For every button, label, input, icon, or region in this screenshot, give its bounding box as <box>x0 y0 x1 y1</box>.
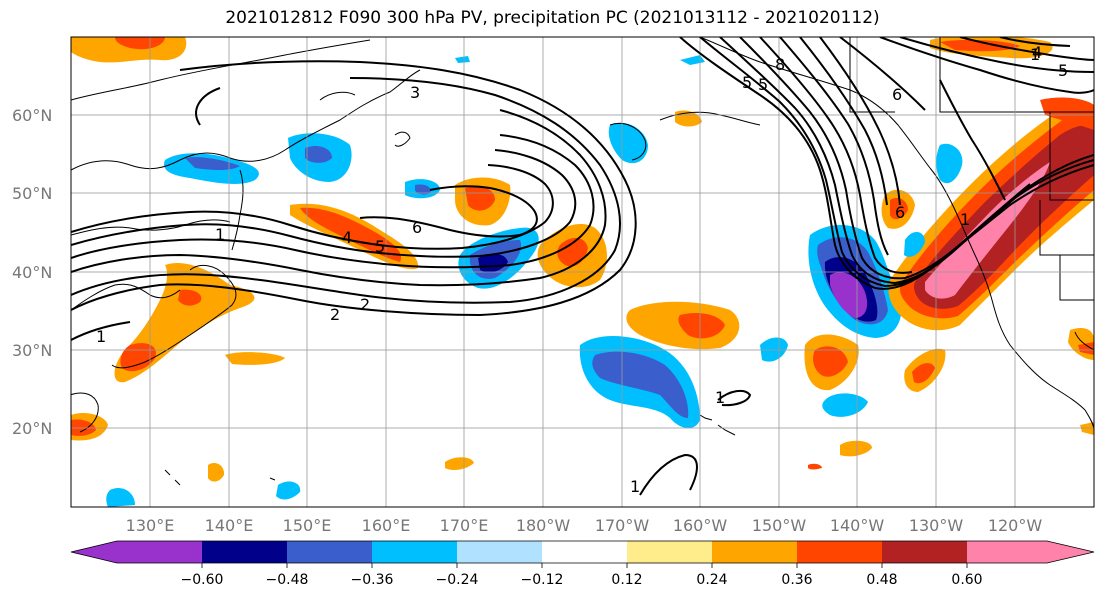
colorbar-segment <box>202 541 287 563</box>
contour-label: 5 <box>1058 61 1068 80</box>
contour-label: 2 <box>360 295 370 314</box>
colorbar-segment <box>71 541 117 563</box>
lat-label: 20°N <box>12 419 52 438</box>
colorbar-segment <box>287 541 372 563</box>
lon-label: 160°E <box>362 516 411 535</box>
latitude-labels: 60°N 50°N 40°N 30°N 20°N <box>12 106 52 438</box>
contour-label: 1 <box>960 210 970 229</box>
contour-label: 5 <box>742 73 752 92</box>
lat-label: 60°N <box>12 106 52 125</box>
lon-label: 150°E <box>283 516 332 535</box>
contour-label: 3 <box>410 83 420 102</box>
lon-label: 150°W <box>752 516 807 535</box>
lat-label: 40°N <box>12 263 52 282</box>
contour-label: 1 <box>715 388 725 407</box>
colorbar-tick-label: −0.36 <box>351 572 394 588</box>
contour-label: 8 <box>775 55 785 74</box>
colorbar-segment <box>1047 541 1094 563</box>
colorbar-segment <box>967 541 1047 563</box>
colorbar-tick-label: −0.60 <box>181 572 224 588</box>
lon-label: 170°E <box>440 516 489 535</box>
contour-label: 4 <box>1032 43 1042 62</box>
colorbar-segment <box>882 541 967 563</box>
colorbar-segment <box>797 541 882 563</box>
contour-label: 1 <box>630 477 640 496</box>
contour-label: 1 <box>215 225 225 244</box>
contour-label: 5 <box>758 75 768 94</box>
contour-label: 6 <box>895 203 905 222</box>
colorbar-segment <box>117 541 202 563</box>
colorbar-tick-label: 0.48 <box>866 572 897 588</box>
colorbar-tick-label: 0.12 <box>611 572 642 588</box>
pv-contours <box>71 37 1094 496</box>
lon-label: 120°W <box>988 516 1043 535</box>
colorbar-tick-label: 0.36 <box>781 572 812 588</box>
lon-label: 170°W <box>595 516 650 535</box>
lon-label: 140°E <box>205 516 254 535</box>
colorbar-segment <box>457 541 542 563</box>
contour-label: 6 <box>412 218 422 237</box>
contour-label: 1 <box>96 327 106 346</box>
lon-label: 130°W <box>909 516 964 535</box>
map-title: 2021012812 F090 300 hPa PV, precipitatio… <box>225 8 880 28</box>
lat-label: 50°N <box>12 184 52 203</box>
map-panel: 3 1 8 5 2 6 4 5 6 1 5 2 1 1 1 4 5 6 1 <box>71 37 1094 507</box>
colorbar-segment <box>372 541 457 563</box>
colorbar-segment <box>712 541 797 563</box>
colorbar-tick-label: −0.48 <box>266 572 309 588</box>
contour-label: 2 <box>330 305 340 324</box>
colorbar: −0.60 −0.48 −0.36 −0.24 −0.12 0.12 0.24 … <box>70 540 1095 588</box>
contour-labels: 3 1 8 5 2 6 4 5 6 1 5 2 1 1 1 4 5 6 1 <box>96 43 1068 496</box>
colorbar-tick-label: −0.12 <box>521 572 564 588</box>
contour-label: 6 <box>892 85 902 104</box>
lon-label: 160°W <box>673 516 728 535</box>
coastlines <box>71 37 1094 486</box>
colorbar-tick-label: 0.24 <box>696 572 727 588</box>
colorbar-tick-label: 0.60 <box>951 572 982 588</box>
lon-label: 130°E <box>126 516 175 535</box>
precip-shading <box>71 37 1094 507</box>
colorbar-segment <box>542 541 627 563</box>
graticule <box>71 37 1094 507</box>
lat-label: 30°N <box>12 341 52 360</box>
map-frame <box>70 36 1095 508</box>
colorbar-segment <box>627 541 712 563</box>
lon-label: 140°W <box>830 516 885 535</box>
contour-label: 5 <box>375 237 385 256</box>
contour-label: 4 <box>342 228 352 247</box>
colorbar-outline <box>70 540 1095 564</box>
longitude-labels: 130°E 140°E 150°E 160°E 170°E 180°W 170°… <box>126 516 1043 535</box>
contour-label: 1 <box>1030 45 1040 64</box>
lon-label: 180°W <box>516 516 571 535</box>
colorbar-tick-label: −0.24 <box>436 572 479 588</box>
